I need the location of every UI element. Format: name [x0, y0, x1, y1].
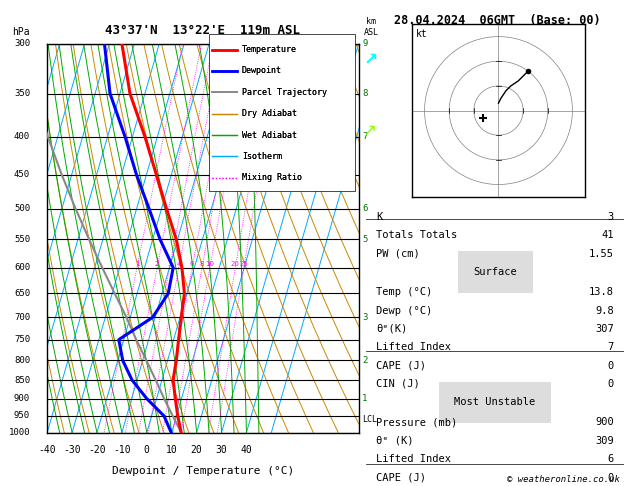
Text: 10: 10	[166, 445, 177, 455]
Text: Dewp (°C): Dewp (°C)	[376, 306, 433, 315]
Text: Dewpoint / Temperature (°C): Dewpoint / Temperature (°C)	[112, 466, 294, 476]
Text: 6: 6	[608, 454, 614, 464]
Text: Parcel Trajectory: Parcel Trajectory	[242, 88, 327, 97]
Text: 300: 300	[14, 39, 30, 48]
Text: 41: 41	[601, 230, 614, 240]
Text: PW (cm): PW (cm)	[376, 249, 420, 259]
Text: Dewpoint: Dewpoint	[242, 67, 282, 75]
Text: 0: 0	[608, 472, 614, 483]
Text: Temperature: Temperature	[242, 45, 297, 54]
Text: 8: 8	[362, 89, 367, 98]
Text: 700: 700	[14, 313, 30, 322]
Text: CIN (J): CIN (J)	[376, 379, 420, 389]
Text: -10: -10	[113, 445, 131, 455]
Text: →: →	[360, 47, 382, 69]
Text: 2: 2	[155, 261, 159, 267]
Text: 20: 20	[191, 445, 203, 455]
Text: 900: 900	[595, 417, 614, 428]
Text: 9: 9	[362, 39, 367, 48]
Text: Mixing Ratio: Mixing Ratio	[242, 174, 302, 182]
Text: 2: 2	[362, 356, 367, 365]
Text: 0: 0	[608, 361, 614, 370]
Text: 25: 25	[240, 261, 248, 267]
Text: Pressure (mb): Pressure (mb)	[376, 417, 458, 428]
Text: 350: 350	[14, 89, 30, 98]
Text: Wet Adiabat: Wet Adiabat	[242, 131, 297, 139]
Text: 0: 0	[144, 445, 150, 455]
Text: km
ASL: km ASL	[364, 17, 379, 37]
Text: 6: 6	[190, 261, 194, 267]
Text: LCL: LCL	[362, 415, 377, 424]
Text: 40: 40	[240, 445, 252, 455]
Text: 8: 8	[200, 261, 204, 267]
Text: 450: 450	[14, 170, 30, 179]
Text: Dewpoint: Dewpoint	[242, 67, 282, 75]
Text: Lifted Index: Lifted Index	[376, 454, 452, 464]
Text: 307: 307	[595, 324, 614, 334]
Text: 5: 5	[362, 235, 367, 244]
Text: 850: 850	[14, 376, 30, 384]
Text: 7: 7	[362, 132, 367, 141]
Text: Totals Totals: Totals Totals	[376, 230, 458, 240]
Text: 1000: 1000	[9, 428, 30, 437]
Text: 3: 3	[608, 212, 614, 222]
Text: K: K	[376, 212, 382, 222]
Text: -20: -20	[88, 445, 106, 455]
Text: hPa: hPa	[13, 27, 30, 37]
Text: 10: 10	[206, 261, 214, 267]
Text: Mixing Ratio: Mixing Ratio	[242, 174, 302, 182]
Text: 500: 500	[14, 204, 30, 213]
Text: 0: 0	[608, 379, 614, 389]
Text: 650: 650	[14, 289, 30, 298]
Text: 1: 1	[362, 394, 367, 403]
Text: 43°37'N  13°22'E  119m ASL: 43°37'N 13°22'E 119m ASL	[105, 24, 301, 37]
Text: 1: 1	[135, 261, 139, 267]
Text: Isotherm: Isotherm	[242, 152, 282, 161]
Text: CAPE (J): CAPE (J)	[376, 361, 426, 370]
Text: 600: 600	[14, 263, 30, 272]
Text: →: →	[360, 120, 382, 142]
Text: Lifted Index: Lifted Index	[376, 342, 452, 352]
Text: Most Unstable: Most Unstable	[454, 397, 536, 407]
Text: 550: 550	[14, 235, 30, 244]
Text: Dry Adiabat: Dry Adiabat	[242, 109, 297, 118]
Text: 800: 800	[14, 356, 30, 365]
Text: © weatheronline.co.uk: © weatheronline.co.uk	[507, 474, 620, 484]
Text: -40: -40	[38, 445, 56, 455]
Text: 28.04.2024  06GMT  (Base: 00): 28.04.2024 06GMT (Base: 00)	[394, 14, 600, 27]
Text: Parcel Trajectory: Parcel Trajectory	[242, 88, 327, 97]
Text: θᵉ (K): θᵉ (K)	[376, 436, 414, 446]
Text: Temp (°C): Temp (°C)	[376, 287, 433, 297]
Text: 950: 950	[14, 412, 30, 420]
Text: -30: -30	[64, 445, 81, 455]
Text: 6: 6	[362, 204, 367, 213]
Text: 13.8: 13.8	[589, 287, 614, 297]
Text: 9.8: 9.8	[595, 306, 614, 315]
Text: kt: kt	[416, 30, 428, 39]
FancyBboxPatch shape	[209, 34, 355, 191]
Text: 4: 4	[177, 261, 181, 267]
Text: CAPE (J): CAPE (J)	[376, 472, 426, 483]
Text: θᵉ(K): θᵉ(K)	[376, 324, 408, 334]
Text: 400: 400	[14, 132, 30, 141]
Text: Temperature: Temperature	[242, 45, 297, 54]
Text: Wet Adiabat: Wet Adiabat	[242, 131, 297, 139]
Text: Dry Adiabat: Dry Adiabat	[242, 109, 297, 118]
Text: 3: 3	[167, 261, 172, 267]
Text: 1.55: 1.55	[589, 249, 614, 259]
Text: 3: 3	[362, 313, 367, 322]
Text: 30: 30	[216, 445, 228, 455]
Text: 309: 309	[595, 436, 614, 446]
Text: 750: 750	[14, 335, 30, 344]
Text: Isotherm: Isotherm	[242, 152, 282, 161]
Text: 900: 900	[14, 394, 30, 403]
Text: 7: 7	[608, 342, 614, 352]
Text: 20: 20	[231, 261, 240, 267]
Text: Surface: Surface	[473, 267, 517, 277]
